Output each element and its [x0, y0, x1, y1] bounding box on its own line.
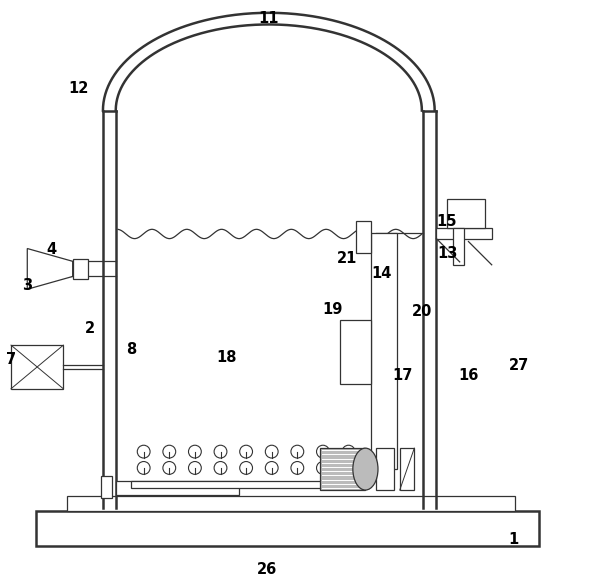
Bar: [371, 233, 397, 469]
Circle shape: [316, 445, 329, 458]
Circle shape: [291, 462, 304, 474]
Text: 11: 11: [258, 11, 279, 26]
Bar: [11, 345, 63, 389]
Bar: [437, 228, 491, 239]
Circle shape: [240, 462, 253, 474]
Text: 15: 15: [436, 214, 457, 229]
Bar: [447, 199, 485, 228]
Text: 4: 4: [47, 242, 57, 257]
Polygon shape: [27, 249, 73, 289]
Text: 20: 20: [412, 304, 432, 319]
Text: 14: 14: [371, 266, 391, 281]
Circle shape: [188, 445, 201, 458]
Ellipse shape: [353, 448, 378, 490]
Bar: [132, 481, 360, 488]
Circle shape: [266, 462, 278, 474]
Circle shape: [240, 445, 253, 458]
Bar: [320, 448, 365, 490]
Circle shape: [163, 462, 176, 474]
Text: 8: 8: [126, 342, 136, 357]
Circle shape: [137, 445, 150, 458]
Bar: [400, 448, 414, 490]
Text: 26: 26: [257, 562, 277, 577]
Circle shape: [316, 462, 329, 474]
Text: 21: 21: [337, 251, 358, 267]
Text: 12: 12: [68, 81, 88, 96]
Text: 7: 7: [6, 352, 16, 367]
Bar: [356, 221, 371, 253]
Bar: [101, 476, 112, 498]
Bar: [340, 320, 371, 384]
Circle shape: [214, 445, 227, 458]
Text: 17: 17: [392, 368, 413, 383]
Text: 3: 3: [22, 278, 32, 293]
Bar: [376, 448, 394, 490]
Circle shape: [291, 445, 304, 458]
Circle shape: [163, 445, 176, 458]
Text: 19: 19: [323, 302, 343, 317]
Bar: [67, 496, 515, 511]
Text: 27: 27: [509, 358, 529, 373]
Bar: [36, 511, 539, 546]
Circle shape: [342, 462, 355, 474]
Circle shape: [342, 445, 355, 458]
Text: 1: 1: [508, 532, 519, 547]
Bar: [73, 259, 88, 279]
Bar: [116, 481, 238, 495]
Circle shape: [266, 445, 278, 458]
Circle shape: [188, 462, 201, 474]
Text: 18: 18: [216, 350, 237, 365]
Bar: [453, 228, 464, 265]
Circle shape: [214, 462, 227, 474]
Text: 2: 2: [85, 321, 95, 336]
Text: 16: 16: [458, 368, 478, 383]
Circle shape: [137, 462, 150, 474]
Text: 13: 13: [437, 246, 458, 261]
